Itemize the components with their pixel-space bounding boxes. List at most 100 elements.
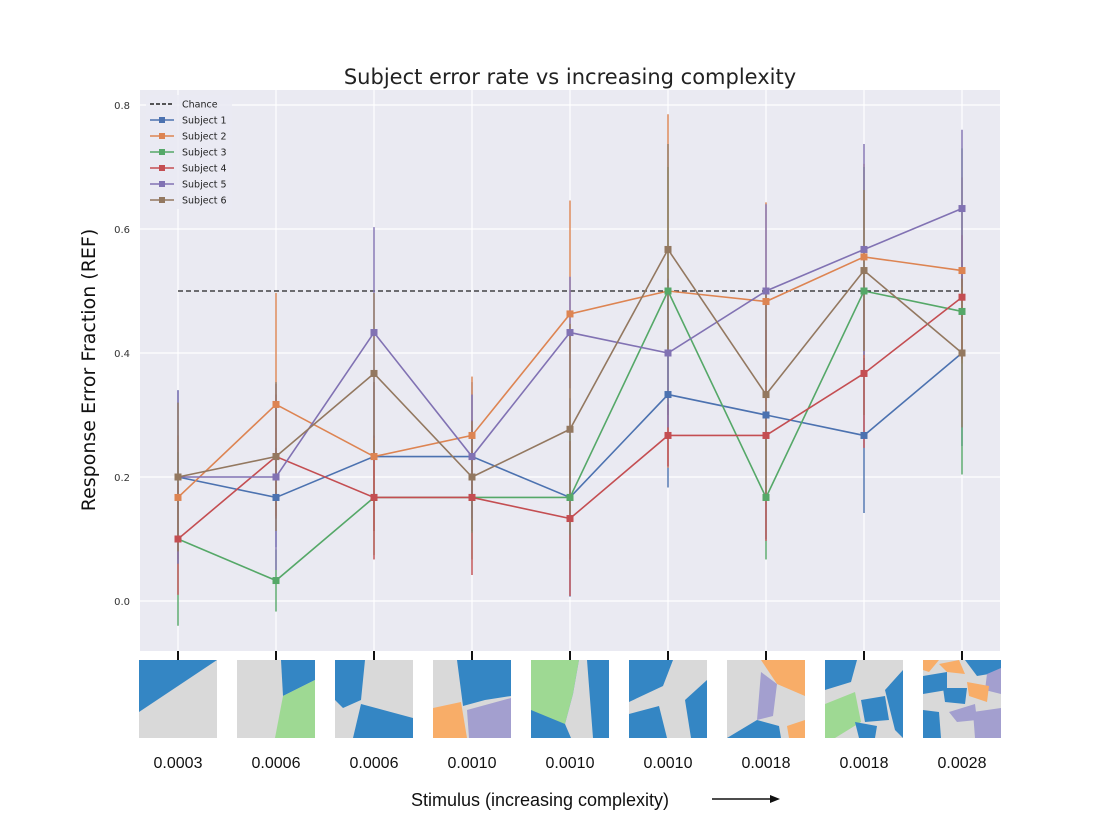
chart-title: Subject error rate vs increasing complex… xyxy=(344,65,796,89)
stimulus-1-region-2 xyxy=(275,680,315,738)
y-tick-label-4: 0.8 xyxy=(114,101,130,112)
x-tick-label-7: 0.0018 xyxy=(840,755,889,772)
legend-marker-2 xyxy=(159,133,165,139)
series-5-point-2 xyxy=(370,329,378,337)
stimulus-8-region-7 xyxy=(943,688,967,704)
series-5-point-3 xyxy=(468,453,476,461)
series-6-point-4 xyxy=(566,425,574,433)
series-1-point-5 xyxy=(664,391,672,399)
series-4-point-5 xyxy=(664,431,672,439)
x-tick-label-2: 0.0006 xyxy=(350,755,399,772)
stimulus-0-region-1 xyxy=(139,660,217,712)
series-5-point-4 xyxy=(566,329,574,337)
legend-label-3: Subject 3 xyxy=(182,148,227,159)
series-3-point-7 xyxy=(860,287,868,295)
series-5-point-1 xyxy=(272,473,280,481)
stimulus-6-region-1 xyxy=(761,660,805,696)
series-6-point-6 xyxy=(762,391,770,399)
legend-marker-3 xyxy=(159,149,165,155)
series-2-point-2 xyxy=(370,453,378,461)
stimulus-7-region-3 xyxy=(861,696,889,722)
stimulus-7-region-1 xyxy=(825,660,857,690)
legend-marker-6 xyxy=(159,197,165,203)
y-tick-label-1: 0.2 xyxy=(114,473,130,484)
series-6-point-3 xyxy=(468,473,476,481)
stimulus-1-region-1 xyxy=(281,660,315,696)
stimulus-thumbnail-1 xyxy=(237,660,315,738)
series-marker-layer xyxy=(174,205,966,585)
x-axis-arrow-icon xyxy=(712,795,780,803)
legend-label-0: Chance xyxy=(182,100,218,111)
y-tick-label-0: 0.0 xyxy=(114,597,130,608)
series-3-point-4 xyxy=(566,493,574,501)
stimulus-8-region-1 xyxy=(923,660,939,672)
series-3-point-8 xyxy=(958,307,966,315)
series-6-point-1 xyxy=(272,453,280,461)
series-2-point-4 xyxy=(566,310,574,318)
stimulus-thumbnail-2 xyxy=(335,660,413,738)
series-6-point-5 xyxy=(664,245,672,253)
x-tick-label-5: 0.0010 xyxy=(644,755,693,772)
stimulus-thumbnail-0 xyxy=(139,660,217,738)
series-6-point-8 xyxy=(958,349,966,357)
series-3-point-5 xyxy=(664,287,672,295)
x-tick-label-4: 0.0010 xyxy=(546,755,595,772)
legend-label-4: Subject 4 xyxy=(182,164,227,175)
stimulus-6-region-4 xyxy=(787,720,805,738)
stimulus-thumbnail-4 xyxy=(531,660,609,738)
stimulus-7-region-2 xyxy=(825,692,861,738)
stimulus-8-region-2 xyxy=(923,672,947,694)
series-3-point-6 xyxy=(762,493,770,501)
series-4-point-7 xyxy=(860,369,868,377)
series-2-point-1 xyxy=(272,400,280,408)
legend-label-2: Subject 2 xyxy=(182,132,227,143)
legend: Chance Subject 1 Subject 2 Subject 3 Subject… xyxy=(146,95,232,209)
series-1-point-6 xyxy=(762,411,770,419)
series-4-point-4 xyxy=(566,515,574,523)
series-4-point-2 xyxy=(370,493,378,501)
x-axis-label: Stimulus (increasing complexity) xyxy=(411,790,669,810)
y-axis-label: Response Error Fraction (REF) xyxy=(78,229,100,512)
x-tick-label-8: 0.0028 xyxy=(938,755,987,772)
stimulus-8-region-11 xyxy=(953,724,973,738)
legend-marker-5 xyxy=(159,181,165,187)
series-4-point-3 xyxy=(468,493,476,501)
series-2-point-8 xyxy=(958,267,966,275)
stimulus-7-region-4 xyxy=(885,670,903,738)
stimulus-8-region-3 xyxy=(939,660,965,674)
legend-label-6: Subject 6 xyxy=(182,196,227,207)
series-4-point-8 xyxy=(958,293,966,301)
stimulus-thumbnail-3 xyxy=(433,660,511,738)
x-tick-labels: 0.0003 0.0006 0.0006 0.0010 0.0010 0.0010 0.00… xyxy=(154,755,987,772)
stimulus-3-region-1 xyxy=(457,660,511,706)
x-tick-marks xyxy=(177,651,963,660)
stimulus-8-region-5 xyxy=(985,668,1001,694)
series-2-point-3 xyxy=(468,431,476,439)
stimulus-7-region-5 xyxy=(855,722,877,738)
stimulus-8-region-8 xyxy=(949,704,977,722)
stimulus-3-region-2 xyxy=(433,702,467,738)
stimulus-thumbnail-7 xyxy=(825,660,903,738)
series-5-point-5 xyxy=(664,349,672,357)
series-6-point-7 xyxy=(860,267,868,275)
series-1-point-7 xyxy=(860,431,868,439)
series-5-point-8 xyxy=(958,205,966,213)
stimulus-5-region-3 xyxy=(685,680,707,738)
y-tick-label-2: 0.4 xyxy=(114,349,130,360)
stimulus-thumbnails xyxy=(139,660,1001,738)
stimulus-thumbnail-8 xyxy=(923,660,1001,738)
series-6-point-2 xyxy=(370,369,378,377)
series-2-point-7 xyxy=(860,253,868,261)
series-3-point-1 xyxy=(272,577,280,585)
series-5-point-6 xyxy=(762,287,770,295)
stimulus-thumbnail-6 xyxy=(727,660,805,738)
series-6-point-0 xyxy=(174,473,182,481)
series-4-point-0 xyxy=(174,535,182,543)
series-4-point-6 xyxy=(762,431,770,439)
stimulus-2-region-1 xyxy=(335,660,365,708)
series-2-point-6 xyxy=(762,298,770,306)
x-tick-label-1: 0.0006 xyxy=(252,755,301,772)
stimulus-6-region-3 xyxy=(727,720,781,738)
stimulus-4-region-2 xyxy=(565,660,593,738)
